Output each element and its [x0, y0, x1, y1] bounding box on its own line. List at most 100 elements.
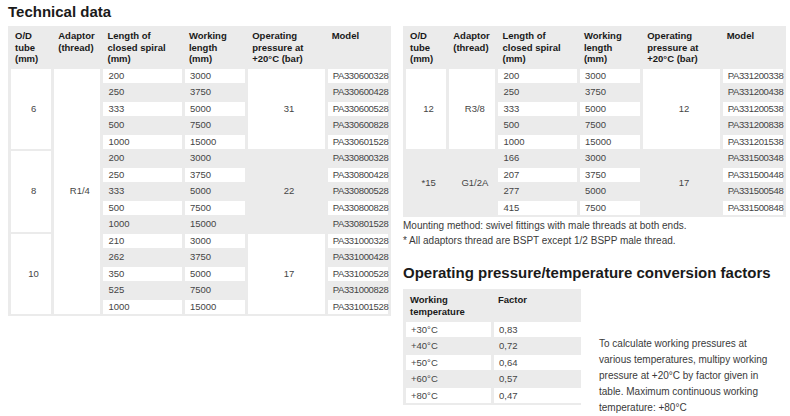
- table-row: *15G1/2A166300017PA331500348: [406, 151, 783, 166]
- working-length-cell: 3750: [580, 168, 640, 183]
- column-header: Length of closed spiral (mm): [103, 28, 181, 67]
- column-header: Working temperature: [406, 291, 491, 320]
- working-length-cell: 7500: [185, 201, 245, 216]
- temperature-cell: +50°C: [406, 355, 491, 370]
- working-length-cell: 3750: [580, 85, 640, 100]
- closed-spiral-length-cell: 200: [498, 69, 576, 84]
- working-length-cell: 15000: [185, 217, 245, 232]
- conversion-description: To calculate working pressures at variou…: [599, 336, 790, 416]
- od-tube-cell: 8: [11, 151, 51, 232]
- od-tube-cell: 10: [11, 234, 51, 315]
- working-length-cell: 7500: [580, 118, 640, 133]
- pressure-cell: 12: [643, 69, 719, 150]
- model-cell: PA331500348: [723, 151, 783, 166]
- closed-spiral-length-cell: 1000: [103, 135, 181, 150]
- table-row: +80°C0,47: [406, 388, 581, 403]
- spec-table-left-wrap: O/D tube (mm)Adaptor (thread)Length of c…: [8, 26, 391, 316]
- closed-spiral-length-cell: 200: [103, 69, 181, 84]
- closed-spiral-length-cell: 500: [103, 201, 181, 216]
- model-cell: PA330600328: [328, 69, 388, 84]
- closed-spiral-length-cell: 250: [103, 85, 181, 100]
- table-row: +60°C0,57: [406, 372, 581, 387]
- closed-spiral-length-cell: 525: [103, 283, 181, 298]
- temperature-cell: +80°C: [406, 388, 491, 403]
- pressure-cell: 17: [643, 151, 719, 215]
- temperature-cell: +60°C: [406, 372, 491, 387]
- model-cell: PA331000328: [328, 234, 388, 249]
- working-length-cell: 7500: [185, 118, 245, 133]
- working-length-cell: 5000: [580, 184, 640, 199]
- model-cell: PA331000528: [328, 267, 388, 282]
- model-cell: PA331500548: [723, 184, 783, 199]
- closed-spiral-length-cell: 207: [498, 168, 576, 183]
- closed-spiral-length-cell: 415: [498, 201, 576, 216]
- adaptor-cell: R3/8: [449, 69, 495, 150]
- closed-spiral-length-cell: 1000: [498, 135, 576, 150]
- model-cell: PA330800328: [328, 151, 388, 166]
- working-length-cell: 3000: [580, 151, 640, 166]
- closed-spiral-length-cell: 333: [103, 184, 181, 199]
- closed-spiral-length-cell: 210: [103, 234, 181, 249]
- adaptor-cell: R1/4: [54, 69, 100, 315]
- page-title: Technical data: [8, 3, 111, 20]
- model-cell: PA331200838: [723, 118, 783, 133]
- model-cell: PA330801528: [328, 217, 388, 232]
- working-length-cell: 15000: [580, 135, 640, 150]
- model-cell: PA331000828: [328, 283, 388, 298]
- model-cell: PA331200538: [723, 102, 783, 117]
- model-cell: PA330600428: [328, 85, 388, 100]
- table-row: +30°C0,83: [406, 322, 581, 337]
- closed-spiral-length-cell: 500: [103, 118, 181, 133]
- adaptor-note: * All adaptors thread are BSPT except 1/…: [403, 235, 676, 246]
- working-length-cell: 3000: [185, 69, 245, 84]
- working-length-cell: 15000: [185, 300, 245, 315]
- model-cell: PA331201538: [723, 135, 783, 150]
- temperature-cell: +30°C: [406, 322, 491, 337]
- working-length-cell: 5000: [185, 267, 245, 282]
- table-row: 12R3/8200300012PA331200338: [406, 69, 783, 84]
- model-cell: PA330800428: [328, 168, 388, 183]
- working-length-cell: 5000: [185, 184, 245, 199]
- factor-cell: 0,83: [494, 322, 581, 337]
- od-tube-cell: *15: [406, 151, 446, 215]
- table-row: +50°C0,64: [406, 355, 581, 370]
- closed-spiral-length-cell: 200: [103, 151, 181, 166]
- working-length-cell: 3000: [185, 234, 245, 249]
- working-length-cell: 7500: [185, 283, 245, 298]
- closed-spiral-length-cell: 333: [103, 102, 181, 117]
- working-length-cell: 3000: [185, 151, 245, 166]
- model-cell: PA330600828: [328, 118, 388, 133]
- closed-spiral-length-cell: 500: [498, 118, 576, 133]
- pressure-cell: 17: [248, 234, 324, 315]
- closed-spiral-length-cell: 1000: [103, 300, 181, 315]
- model-cell: PA331200438: [723, 85, 783, 100]
- working-length-cell: 15000: [185, 135, 245, 150]
- column-header: O/D tube (mm): [11, 28, 51, 67]
- column-header: Operating pressure at +20°C (bar): [248, 28, 324, 67]
- mounting-note: Mounting method: swivel fittings with ma…: [403, 220, 686, 231]
- column-header: Length of closed spiral (mm): [498, 28, 576, 67]
- closed-spiral-length-cell: 250: [103, 168, 181, 183]
- model-cell: PA331500448: [723, 168, 783, 183]
- column-header: Working length (mm): [580, 28, 640, 67]
- working-length-cell: 7500: [580, 201, 640, 216]
- temperature-cell: +40°C: [406, 339, 491, 354]
- column-header: O/D tube (mm): [406, 28, 446, 67]
- column-header: Working length (mm): [185, 28, 245, 67]
- closed-spiral-length-cell: 350: [103, 267, 181, 282]
- table-row: 6R1/4200300031PA330600328: [11, 69, 388, 84]
- factor-cell: 0,47: [494, 388, 581, 403]
- closed-spiral-length-cell: 166: [498, 151, 576, 166]
- adaptor-cell: G1/2A: [449, 151, 495, 215]
- pressure-cell: 31: [248, 69, 324, 150]
- closed-spiral-length-cell: 1000: [103, 217, 181, 232]
- spec-table-left: O/D tube (mm)Adaptor (thread)Length of c…: [8, 26, 391, 316]
- working-length-cell: 5000: [580, 102, 640, 117]
- working-length-cell: 3750: [185, 85, 245, 100]
- od-tube-cell: 6: [11, 69, 51, 150]
- conversion-table: Working temperatureFactor+30°C0,83+40°C0…: [403, 289, 584, 405]
- factor-cell: 0,57: [494, 372, 581, 387]
- closed-spiral-length-cell: 277: [498, 184, 576, 199]
- model-cell: PA330600528: [328, 102, 388, 117]
- conversion-heading: Operating pressure/temperature conversio…: [403, 264, 771, 281]
